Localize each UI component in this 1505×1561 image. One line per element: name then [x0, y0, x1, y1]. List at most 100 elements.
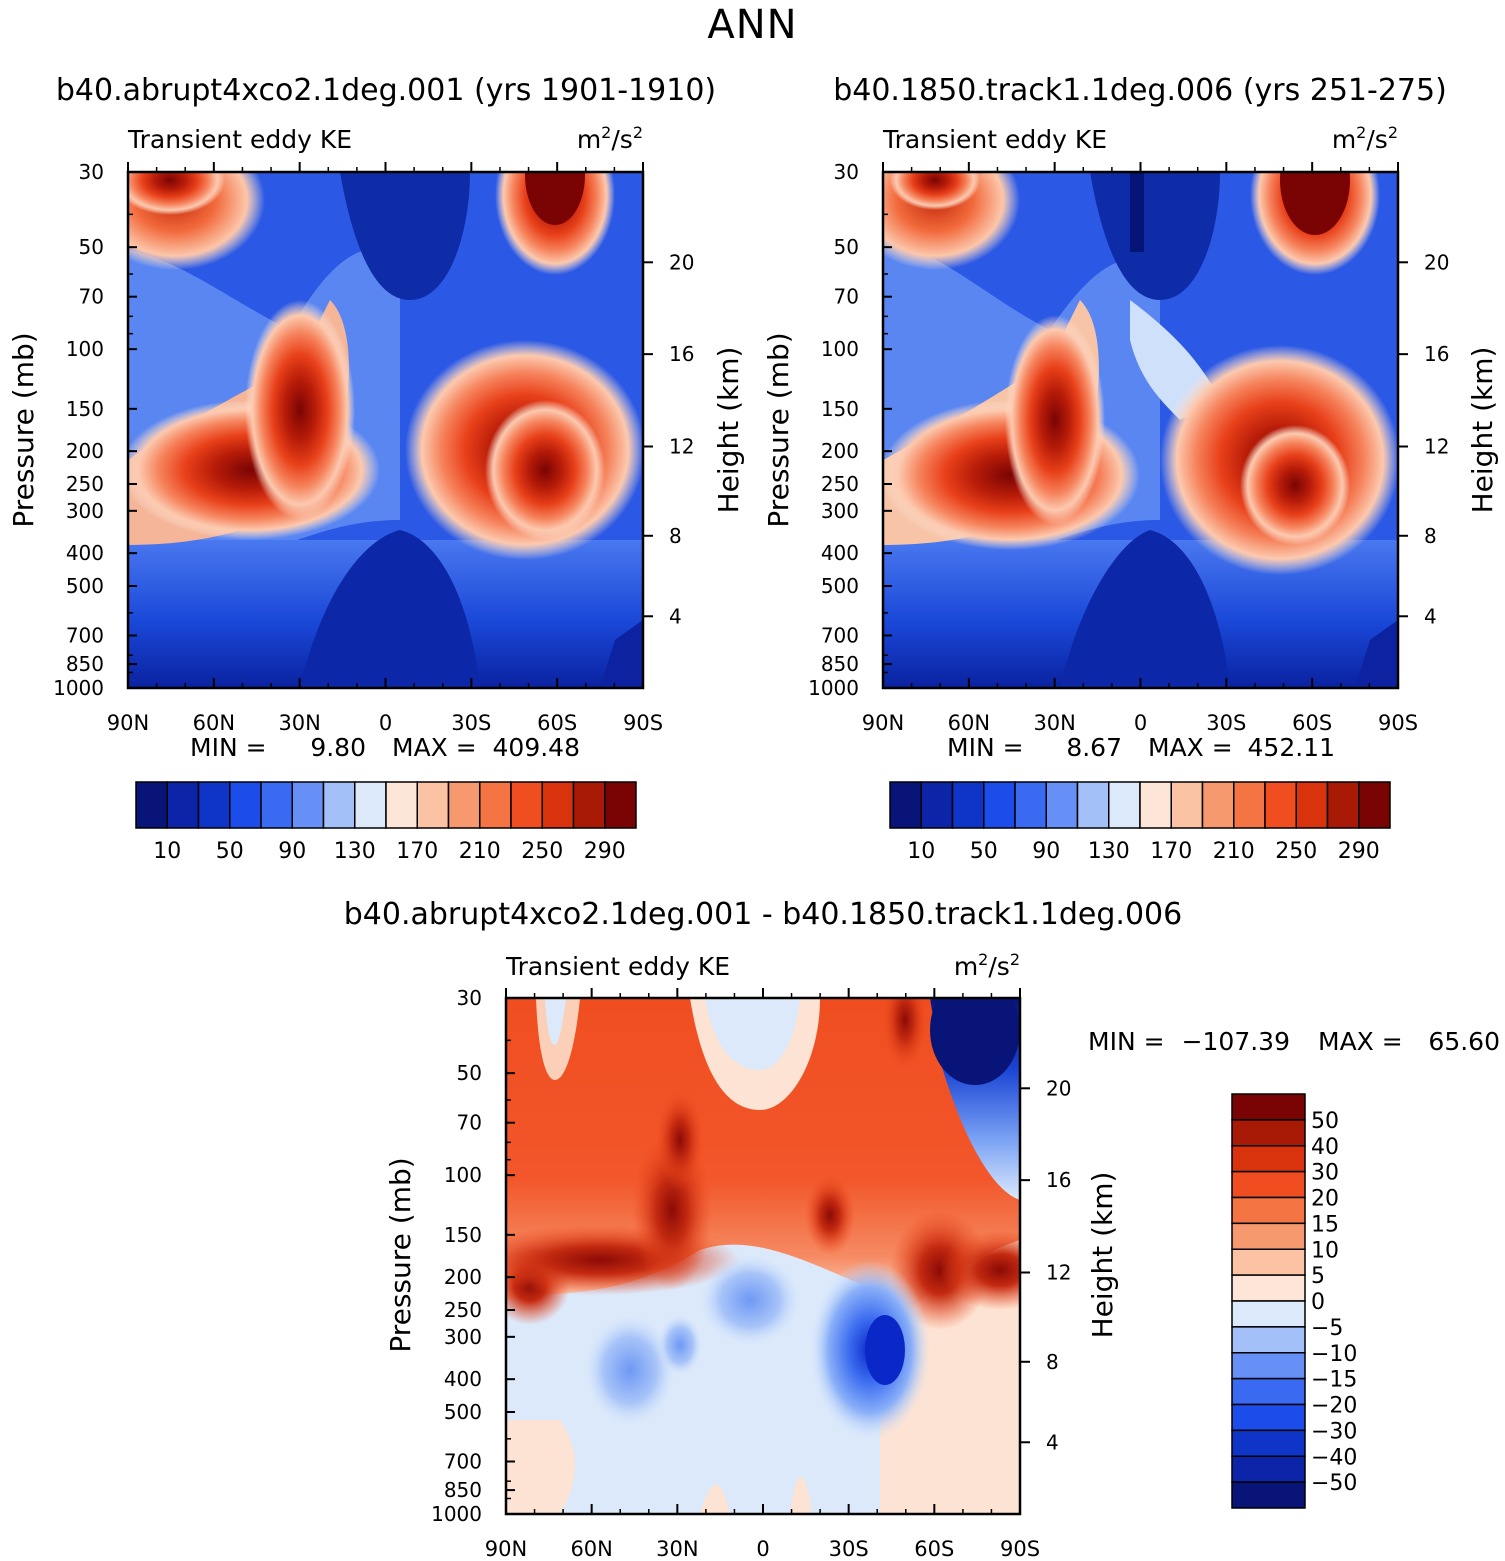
panel-1-colorbar-box [541, 781, 575, 829]
panel-1-ytick-label: 30 [79, 160, 104, 184]
panel-2-colorbar-label: 170 [1150, 839, 1192, 864]
panel-2-colorbar: 10 50 90 130 170 210 250 290 [889, 781, 1391, 864]
panel-2: b40.1850.track1.1deg.006 (yrs 251-275) T… [762, 73, 1499, 864]
panel-2-xtick-label: 60S [1292, 711, 1332, 735]
panel-diff-ytick-label: 700 [444, 1450, 482, 1474]
panel-diff-colorbar-label: 20 [1311, 1187, 1339, 1212]
panel-diff-ytick-label: 250 [444, 1298, 482, 1322]
panel-1-colorbar-box [291, 781, 325, 829]
panel-1-ytick-label: 50 [79, 235, 104, 259]
panel-diff-xtick-label: 60N [570, 1537, 612, 1561]
panel-2-ytick-label: 400 [821, 541, 859, 565]
panel-1-colorbar-box [385, 781, 418, 829]
panel-1-max-value: 409.48 [493, 733, 580, 762]
panel-2-colorbar-box [1264, 781, 1297, 829]
panel-2-colorbar-box [1139, 781, 1172, 829]
panel-1-colorbar-box [604, 781, 637, 829]
panel-2-colorbar-label: 210 [1213, 839, 1255, 864]
panel-1-ytick-label: 850 [66, 652, 104, 676]
panel-2-ytick-label: 500 [821, 574, 859, 598]
panel-2-colorbar-box [889, 781, 922, 829]
panel-diff-colorbar-label: −40 [1311, 1445, 1357, 1470]
panel-1-axes: 305070100150200250300400500700850100090N… [53, 160, 694, 735]
panel-diff-height-tick-label: 8 [1046, 1350, 1059, 1374]
panel-diff-colorbar-box [1231, 1403, 1306, 1432]
panel-2-colorbar-label: 250 [1275, 839, 1317, 864]
panel-diff-ylabel-right: Height (km) [1086, 1172, 1119, 1339]
panel-diff-ytick-label: 30 [457, 986, 482, 1010]
panel-diff-contour-field [506, 998, 1020, 1514]
panel-2-xtick-label: 30S [1206, 711, 1246, 735]
panel-2-left-string: Transient eddy KE [882, 125, 1107, 154]
panel-2-colorbar-box [1326, 781, 1360, 829]
panel-1-colorbar: 10 50 90 130 170 210 250 290 [135, 781, 637, 864]
panel-2-max-value: 452.11 [1248, 733, 1335, 762]
panel-diff-colorbar-box [1231, 1274, 1306, 1302]
panel-diff-ytick-label: 1000 [431, 1502, 482, 1526]
panel-2-height-tick-label: 8 [1424, 524, 1437, 548]
panel-2-xtick-label: 90S [1378, 711, 1418, 735]
panel-2-ytick-label: 700 [821, 624, 859, 648]
panel-2-max-label: MAX = [1148, 733, 1233, 762]
panel-diff-colorbar-box [1231, 1119, 1306, 1147]
panel-2-ytick-label: 300 [821, 499, 859, 523]
panel-1-ytick-label: 700 [66, 624, 104, 648]
panel-1-xtick-label: 90S [623, 711, 663, 735]
panel-2-height-tick-label: 16 [1424, 342, 1449, 366]
panel-1-colorbar-label: 210 [459, 839, 501, 864]
panel-2-ytick-label: 200 [821, 439, 859, 463]
panel-diff-colorbar-label: 10 [1311, 1238, 1339, 1263]
panel-1-colorbar-label: 130 [334, 839, 376, 864]
panel-diff-xtick-label: 30S [829, 1537, 869, 1561]
figure-title: ANN [707, 2, 798, 48]
panel-2-colorbar-label: 290 [1338, 839, 1380, 864]
panel-diff-xtick-label: 60S [914, 1537, 954, 1561]
panel-diff-left-string: Transient eddy KE [505, 952, 730, 981]
panel-2-contour-field [883, 172, 1398, 688]
panel-diff-ytick-label: 150 [444, 1223, 482, 1247]
panel-1-height-tick-label: 16 [669, 342, 694, 366]
panel-diff-ytick-label: 70 [457, 1111, 482, 1135]
panel-2-colorbar-box [1108, 781, 1141, 829]
panel-1-ytick-label: 100 [66, 337, 104, 361]
panel-1-xtick-label: 0 [379, 711, 392, 735]
panel-diff-colorbar-label: 5 [1311, 1264, 1325, 1289]
panel-2-colorbar-box [920, 781, 954, 829]
panel-2-colorbar-box [1014, 781, 1047, 829]
panel-1-xtick-label: 60N [193, 711, 235, 735]
panel-1-ytick-label: 1000 [53, 676, 104, 700]
panel-2-ytick-label: 30 [834, 160, 859, 184]
panel-diff-max-value: 65.60 [1428, 1027, 1500, 1056]
panel-diff-colorbar-label: 50 [1311, 1109, 1339, 1134]
panel-1-ytick-label: 400 [66, 541, 104, 565]
panel-2-height-tick-label: 4 [1424, 604, 1437, 628]
panel-diff-ylabel: Pressure (mb) [384, 1157, 417, 1352]
panel-diff-ytick-label: 300 [444, 1325, 482, 1349]
panel-diff-colorbar-box [1231, 1326, 1306, 1354]
panel-1-colorbar-label: 170 [396, 839, 438, 864]
panel-diff-colorbar-box [1231, 1481, 1306, 1509]
panel-2-min-label: MIN = [947, 733, 1024, 762]
panel-diff-colorbar-box [1231, 1352, 1306, 1380]
panel-diff-ytick-label: 850 [444, 1478, 482, 1502]
panel-1-colorbar-box [229, 781, 262, 829]
panel-diff-ytick-label: 100 [444, 1163, 482, 1187]
panel-2-min-value: 8.67 [1066, 733, 1122, 762]
panel-diff-xtick-label: 90S [1000, 1537, 1040, 1561]
panel-1-ytick-label: 300 [66, 499, 104, 523]
panel-1-ytick-label: 250 [66, 472, 104, 496]
panel-1-colorbar-box [166, 781, 200, 829]
panel-1-ylabel-right: Height (km) [712, 347, 745, 514]
panel-2-ytick-label: 850 [821, 652, 859, 676]
panel-2-xtick-label: 0 [1134, 711, 1147, 735]
panel-2-ylabel-right: Height (km) [1466, 347, 1499, 514]
panel-1-colorbar-label: 10 [153, 839, 181, 864]
panel-1-ytick-label: 150 [66, 397, 104, 421]
panel-2-xtick-label: 90N [862, 711, 904, 735]
panel-diff-colorbar-box [1231, 1455, 1306, 1483]
panel-diff-colorbar-box [1231, 1248, 1306, 1276]
panel-1-ylabel: Pressure (mb) [7, 332, 40, 527]
panel-2-ytick-label: 100 [821, 337, 859, 361]
panel-2-xtick-label: 60N [948, 711, 990, 735]
panel-diff-title: b40.abrupt4xco2.1deg.001 - b40.1850.trac… [344, 897, 1182, 932]
